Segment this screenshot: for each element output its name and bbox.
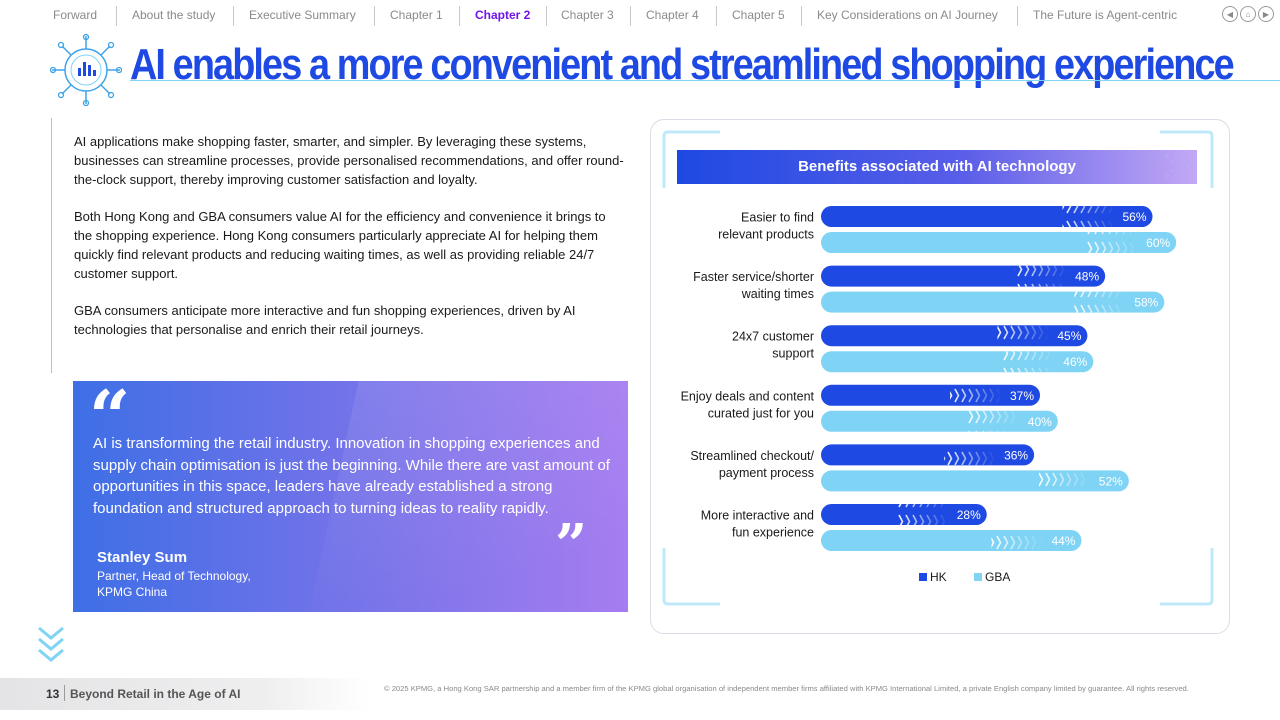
nav-separator xyxy=(374,6,375,26)
bar-hk-4 xyxy=(821,444,1035,466)
copyright-text: © 2025 KPMG, a Hong Kong SAR partnership… xyxy=(384,684,1189,693)
bar-hk-3 xyxy=(821,384,1041,406)
chevron-down-icon xyxy=(38,626,64,662)
body-accent-rule xyxy=(51,118,52,373)
page-number: 13 xyxy=(46,687,60,701)
home-icon[interactable]: ⌂ xyxy=(1240,6,1256,22)
data-label-gba-0: 60% xyxy=(1146,236,1170,250)
quote-author-name: Stanley Sum xyxy=(97,549,188,566)
nav-separator xyxy=(116,6,117,26)
legend-swatch-gba xyxy=(974,573,982,581)
chart-title: Benefits associated with AI technology xyxy=(798,158,1076,175)
category-label-2: support xyxy=(772,347,814,361)
quote-author-role: Partner, Head of Technology, KPMG China xyxy=(97,569,251,600)
body-text: AI applications make shopping faster, sm… xyxy=(74,133,624,359)
footer-separator xyxy=(64,685,65,701)
category-label-3: Enjoy deals and content xyxy=(681,389,815,403)
nav-separator xyxy=(233,6,234,26)
nav-item-about-the-study[interactable]: About the study xyxy=(132,8,216,22)
data-label-gba-2: 46% xyxy=(1063,355,1087,369)
bar-chevron-decoration xyxy=(991,530,1044,551)
quote-author-role-line: KPMG China xyxy=(97,584,168,599)
data-label-hk-3: 37% xyxy=(1010,389,1034,403)
page-title: AI enables a more convenient and streaml… xyxy=(130,40,1235,89)
quote-box: “ AI is transforming the retail industry… xyxy=(73,381,628,612)
bar-chevron-decoration xyxy=(1086,232,1139,253)
category-label-3: curated just for you xyxy=(708,406,814,420)
data-label-gba-4: 52% xyxy=(1099,474,1123,488)
title-underline xyxy=(130,80,1280,81)
category-label-1: Faster service/shorter xyxy=(693,270,814,284)
category-label-4: Streamlined checkout/ xyxy=(690,449,814,463)
nav-item-executive-summary[interactable]: Executive Summary xyxy=(249,8,356,22)
nav-separator xyxy=(1017,6,1018,26)
bar-chevron-decoration xyxy=(1015,265,1068,287)
bar-chevron-decoration xyxy=(944,444,997,466)
chevrons-decoration-icon xyxy=(1165,154,1193,178)
legend-swatch-hk xyxy=(919,573,927,581)
chart-header: Benefits associated with AI technology xyxy=(677,150,1197,184)
body-paragraph: AI applications make shopping faster, sm… xyxy=(74,134,624,187)
quote-author-role-line: Partner, Head of Technology, xyxy=(97,569,251,583)
legend-item-gba: GBA xyxy=(974,570,1010,584)
bar-chevron-decoration xyxy=(1038,470,1091,492)
nav-item-future-agent-centric[interactable]: The Future is Agent-centric xyxy=(1033,8,1178,22)
data-label-hk-1: 48% xyxy=(1075,270,1099,284)
nav-item-key-considerations[interactable]: Key Considerations on AI Journey xyxy=(817,8,998,22)
legend-label-gba: GBA xyxy=(985,570,1011,584)
chart-frame-corners xyxy=(662,130,1214,606)
open-quote-icon: “ xyxy=(89,381,131,459)
nav-separator xyxy=(630,6,631,26)
nav-item-chapter-5[interactable]: Chapter 5 xyxy=(732,8,785,22)
category-label-2: 24x7 customer xyxy=(732,330,814,344)
data-label-gba-1: 58% xyxy=(1134,296,1158,310)
nav-item-chapter-4[interactable]: Chapter 4 xyxy=(646,8,699,22)
bar-gba-3 xyxy=(821,410,1058,432)
nav-separator xyxy=(459,6,460,26)
data-label-hk-4: 36% xyxy=(1004,448,1028,462)
bar-chevron-decoration xyxy=(997,325,1050,347)
nav-separator xyxy=(716,6,717,26)
data-label-gba-5: 44% xyxy=(1051,534,1075,548)
bar-chevron-decoration xyxy=(1074,291,1127,313)
category-label-0: Easier to find xyxy=(741,211,814,225)
footer-band xyxy=(0,678,370,710)
nav-separator xyxy=(801,6,802,26)
top-navigation: Forward About the study Executive Summar… xyxy=(0,0,1280,30)
bar-chart: 56%60% Easier to find relevant products 48%… xyxy=(681,206,1177,551)
footer-title: Beyond Retail in the Age of AI xyxy=(70,687,241,701)
legend-item-hk: HK xyxy=(919,570,947,584)
data-label-hk-2: 45% xyxy=(1057,329,1081,343)
ai-chip-icon xyxy=(50,34,122,106)
nav-item-forward[interactable]: Forward xyxy=(53,8,98,22)
data-label-hk-0: 56% xyxy=(1122,210,1146,224)
nav-item-chapter-3[interactable]: Chapter 3 xyxy=(561,8,614,22)
back-icon[interactable]: ◀ xyxy=(1222,6,1238,22)
legend-label-hk: HK xyxy=(930,570,947,584)
body-paragraph: GBA consumers anticipate more interactiv… xyxy=(74,303,576,337)
category-label-4: payment process xyxy=(719,466,814,480)
bar-chevron-decoration xyxy=(950,384,1003,406)
category-label-5: More interactive and xyxy=(701,509,814,523)
nav-item-chapter-2[interactable]: Chapter 2 xyxy=(475,8,531,22)
category-label-1: waiting times xyxy=(741,287,814,301)
category-label-0: relevant products xyxy=(718,228,814,242)
forward-icon[interactable]: ▶ xyxy=(1258,6,1274,22)
data-label-gba-3: 40% xyxy=(1028,415,1052,429)
data-label-hk-5: 28% xyxy=(957,508,981,522)
body-paragraph: Both Hong Kong and GBA consumers value A… xyxy=(74,209,606,281)
quote-text: AI is transforming the retail industry. … xyxy=(93,435,610,517)
bar-chevron-decoration xyxy=(967,410,1020,432)
close-quote-icon: ” xyxy=(555,512,588,578)
bar-chevron-decoration xyxy=(1062,206,1115,227)
category-label-5: fun experience xyxy=(732,526,814,540)
bar-chevron-decoration xyxy=(896,504,949,525)
nav-separator xyxy=(546,6,547,26)
nav-item-chapter-1[interactable]: Chapter 1 xyxy=(390,8,443,22)
bar-chevron-decoration xyxy=(1003,351,1056,373)
